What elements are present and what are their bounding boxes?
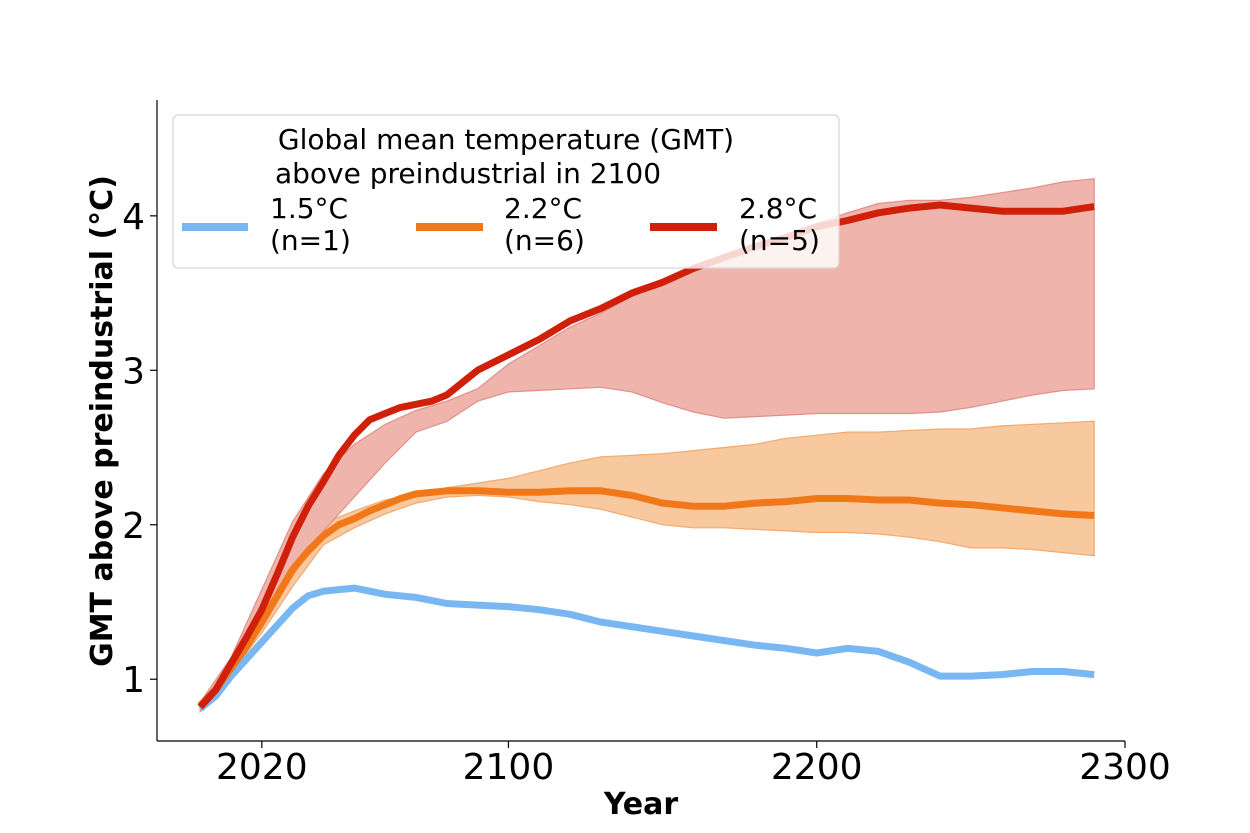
y-tick-label-1: 1 bbox=[122, 660, 145, 701]
x-axis-title: Year bbox=[603, 787, 679, 822]
legend-entry-2p8-line1: 2.8°C bbox=[739, 192, 817, 225]
legend-title-line2: above preindustrial in 2100 bbox=[275, 157, 661, 190]
legend-title-line1: Global mean temperature (GMT) bbox=[278, 123, 734, 156]
x-ticks: 2020 2100 2200 2300 bbox=[216, 741, 1171, 788]
x-tick-label-2020: 2020 bbox=[216, 747, 308, 788]
series-line-2 bbox=[197, 201, 1095, 710]
legend-entry-1p5-line2: (n=1) bbox=[270, 224, 351, 257]
y-tick-label-2: 2 bbox=[122, 506, 145, 547]
legend-entry-2p8-line2: (n=5) bbox=[739, 224, 820, 257]
legend-entry-2p2-line1: 2.2°C bbox=[504, 192, 582, 225]
y-tick-label-3: 3 bbox=[122, 351, 145, 392]
band-1 bbox=[199, 178, 1095, 714]
series-line-0 bbox=[198, 584, 1095, 712]
legend-entry-1p5-line1: 1.5°C bbox=[270, 192, 348, 225]
x-tick-label-2100: 2100 bbox=[463, 747, 555, 788]
y-axis-title: GMT above preindustrial (°C) bbox=[85, 175, 120, 667]
legend: Global mean temperature (GMT) above prei… bbox=[172, 114, 840, 269]
series-line-1 bbox=[197, 487, 1095, 708]
series-lines bbox=[197, 201, 1095, 712]
legend-entry-2p2-line2: (n=6) bbox=[504, 224, 585, 257]
x-tick-label-2300: 2300 bbox=[1079, 747, 1171, 788]
y-tick-label-4: 4 bbox=[122, 197, 145, 238]
x-tick-label-2200: 2200 bbox=[771, 747, 863, 788]
y-ticks: 1 2 3 4 bbox=[122, 197, 157, 701]
